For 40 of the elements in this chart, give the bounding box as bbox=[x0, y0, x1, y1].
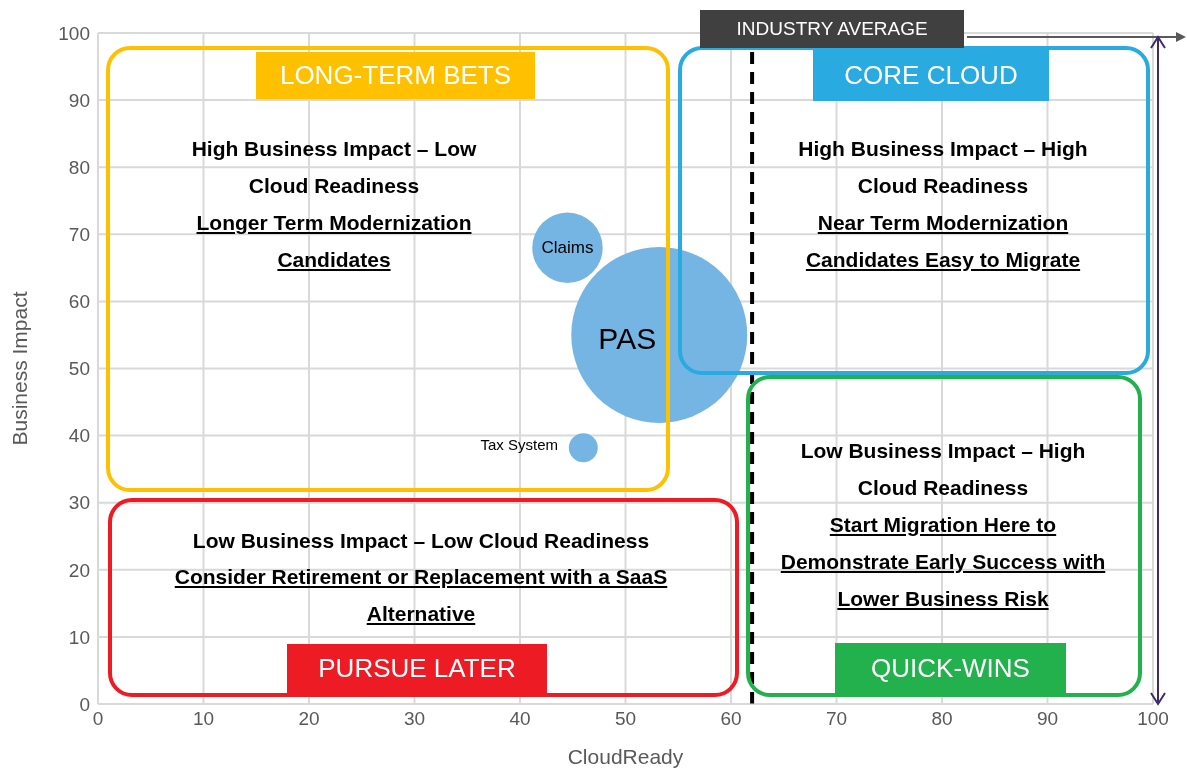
label-tab: QUICK-WINS bbox=[835, 643, 1066, 693]
x-tick-label: 70 bbox=[825, 708, 848, 730]
x-tick-label: 60 bbox=[720, 708, 742, 730]
x-tick-label: 0 bbox=[92, 708, 104, 730]
annotation: High Business Impact – Low Cloud Readiness bbox=[190, 136, 478, 199]
y-tick-label: 30 bbox=[68, 492, 90, 514]
series-label: Claims bbox=[541, 238, 594, 258]
label-tab: CORE CLOUD bbox=[813, 50, 1049, 101]
annotation: Low Business Impact – High Cloud Readiness bbox=[799, 438, 1087, 501]
y-tick-label: 40 bbox=[68, 425, 90, 447]
y-tick-label: 20 bbox=[68, 559, 90, 581]
y-tick-label: 10 bbox=[68, 626, 90, 648]
y-tick-label: 60 bbox=[68, 291, 90, 313]
x-tick-label: 90 bbox=[1036, 708, 1059, 730]
annotation: Near Term Modernization Candidates Easy to Migrate bbox=[804, 210, 1082, 273]
label-tab: PURSUE LATER bbox=[287, 644, 547, 693]
series-label: Tax System bbox=[480, 436, 559, 454]
y-tick-label: 0 bbox=[79, 693, 90, 715]
label-plate: INDUSTRY AVERAGE bbox=[700, 10, 965, 48]
x-tick-label: 40 bbox=[509, 708, 531, 730]
annotation: Start Migration Here to Demonstrate Early Success with Lower Business Risk bbox=[779, 512, 1107, 612]
series-label: PAS bbox=[598, 322, 657, 356]
x-tick-label: 20 bbox=[298, 708, 320, 730]
y-tick-label: 80 bbox=[68, 156, 90, 178]
x-tick-label: 50 bbox=[614, 708, 637, 730]
annotation: Longer Term Modernization Candidates bbox=[195, 210, 473, 273]
x-axis-title: CloudReady bbox=[567, 745, 684, 768]
annotation: Consider Retirement or Replacement with a SaaS Alternative bbox=[173, 564, 669, 627]
x-tick-label: 100 bbox=[1137, 708, 1169, 730]
annotation: Low Business Impact – Low Cloud Readiness bbox=[191, 528, 651, 554]
annotation: High Business Impact – High Cloud Readiness bbox=[797, 136, 1089, 199]
y-tick-label: 100 bbox=[58, 22, 90, 44]
y-axis-title: Business Impact bbox=[8, 291, 32, 446]
y-tick-label: 90 bbox=[68, 89, 90, 111]
x-tick-label: 10 bbox=[192, 708, 215, 730]
x-tick-label: 30 bbox=[403, 708, 426, 730]
x-tick-label: 80 bbox=[931, 708, 953, 730]
y-tick-label: 70 bbox=[68, 224, 90, 246]
y-tick-label: 50 bbox=[68, 358, 90, 380]
label-tab: LONG-TERM BETS bbox=[256, 52, 535, 99]
